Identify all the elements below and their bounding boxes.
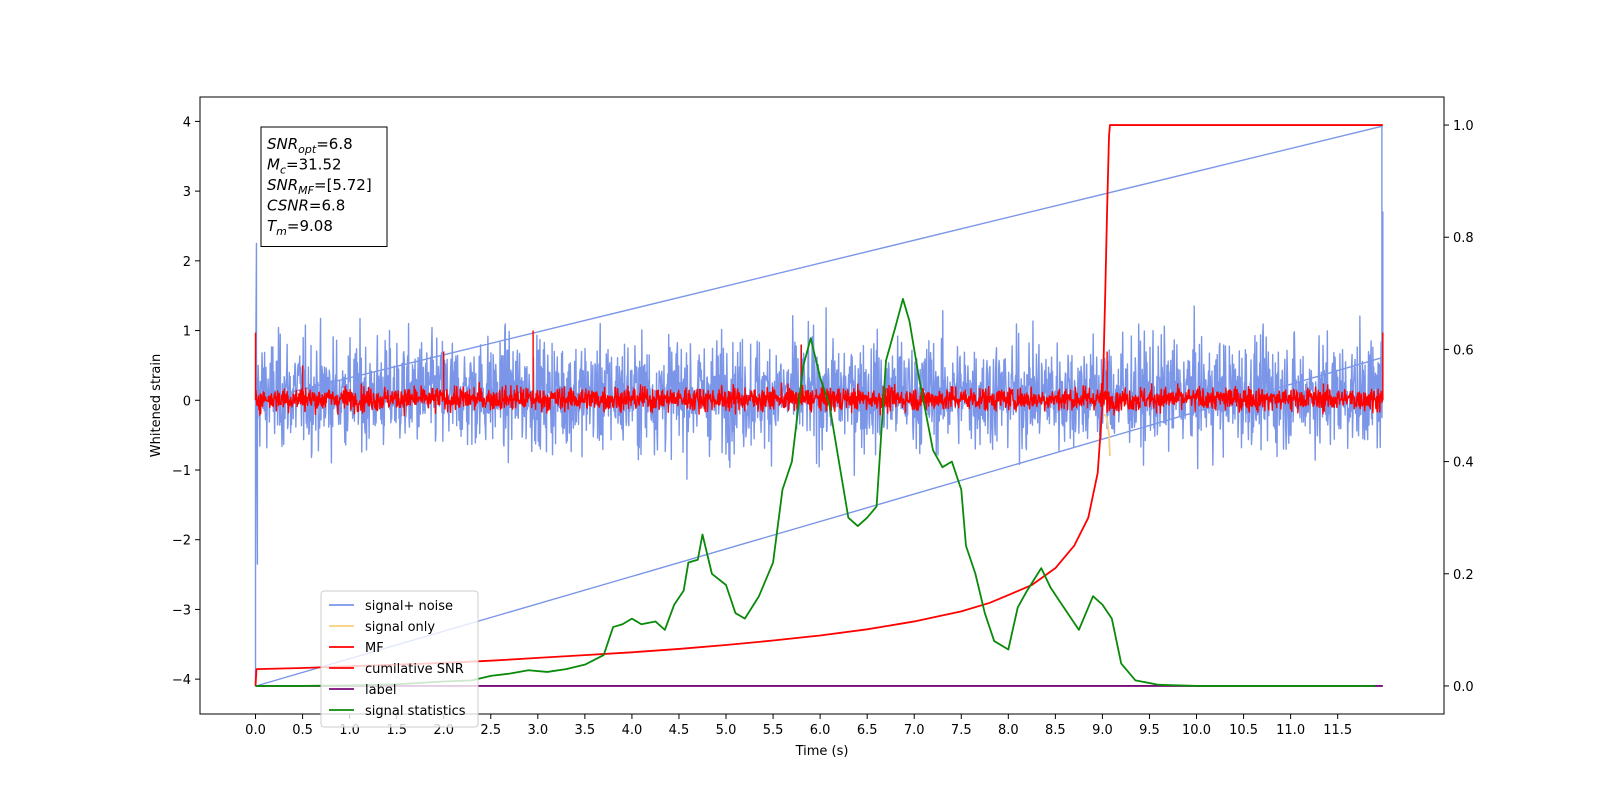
series-signal-statistics <box>255 298 1376 687</box>
y-left-tick-label: 1 <box>183 325 191 340</box>
y-axis-left: 4 3 2 1 0 −1 −2 −3 −4 <box>172 115 200 688</box>
x-tick-label: 0.0 <box>245 723 266 738</box>
x-tick-label: 7.0 <box>904 723 925 738</box>
plot-frame <box>199 96 1445 715</box>
x-tick-label: 9.5 <box>1139 723 1160 738</box>
x-tick-label: 6.5 <box>857 723 878 738</box>
y-right-tick-label: 0.4 <box>1453 456 1474 471</box>
annotation-frame <box>260 126 388 247</box>
annotation-line: SNRopt=6.8 <box>267 135 353 156</box>
y-right-tick-label: 0.8 <box>1453 231 1474 246</box>
x-tick-label: 4.5 <box>669 723 690 738</box>
y-right-tick-label: 0.2 <box>1453 568 1474 583</box>
y-left-tick-label: −3 <box>172 603 191 618</box>
x-tick-label: 11.0 <box>1276 723 1305 738</box>
annotation-line: Mc=31.52 <box>267 156 342 177</box>
x-tick-label: 9.0 <box>1092 723 1113 738</box>
y-left-tick-label: 4 <box>183 115 191 130</box>
x-tick-label: 8.5 <box>1045 723 1066 738</box>
x-tick-label: 5.0 <box>716 723 737 738</box>
annotation-line: SNRMF=[5.72] <box>267 176 372 197</box>
legend-label: label <box>365 683 396 698</box>
legend-frame <box>320 590 479 728</box>
legend-label: cumilative SNR <box>365 662 464 677</box>
x-tick-label: 5.5 <box>763 723 784 738</box>
x-tick-label: 7.5 <box>951 723 972 738</box>
annotation-line: CSNR=6.8 <box>267 197 345 215</box>
y-right-tick-label: 0.0 <box>1453 680 1474 695</box>
x-tick-label: 10.5 <box>1229 723 1258 738</box>
legend: signal+ noise signal only MF cumilative SNR… <box>320 590 479 728</box>
y-axis-label: Whitened strain <box>149 354 164 457</box>
x-tick-label: 3.0 <box>527 723 548 738</box>
x-tick-label: 10.0 <box>1182 723 1211 738</box>
y-left-tick-label: −2 <box>172 534 191 549</box>
x-axis: 0.0 0.5 1.0 1.5 2.0 2.5 3.0 3.5 4.0 4.5 5.0 5.5 6.0 6… <box>245 714 1352 738</box>
y-right-tick-label: 0.6 <box>1453 343 1474 358</box>
series-signal-only <box>1103 413 1111 457</box>
series-mf <box>254 330 1384 417</box>
y-right-tick-label: 1.0 <box>1453 119 1474 134</box>
legend-label: signal+ noise <box>365 599 453 614</box>
x-tick-label: 8.0 <box>998 723 1019 738</box>
x-tick-label: 11.5 <box>1323 723 1352 738</box>
y-axis-right: 1.0 0.8 0.6 0.4 0.2 0.0 <box>1444 119 1474 695</box>
legend-label: signal statistics <box>365 704 466 719</box>
y-left-tick-label: 3 <box>183 185 191 200</box>
y-left-tick-label: 0 <box>183 394 191 409</box>
x-tick-label: 2.5 <box>480 723 501 738</box>
y-left-tick-label: −4 <box>172 673 191 688</box>
x-tick-label: 6.0 <box>810 723 831 738</box>
x-tick-label: 4.0 <box>622 723 643 738</box>
legend-label: MF <box>365 641 384 656</box>
x-tick-label: 0.5 <box>292 723 313 738</box>
legend-label: signal only <box>365 620 435 635</box>
y-left-tick-label: 2 <box>183 255 191 270</box>
x-tick-label: 3.5 <box>575 723 596 738</box>
y-left-tick-label: −1 <box>172 464 191 479</box>
x-axis-label: Time (s) <box>795 744 849 759</box>
annotation-line: Tm=9.08 <box>267 217 333 238</box>
